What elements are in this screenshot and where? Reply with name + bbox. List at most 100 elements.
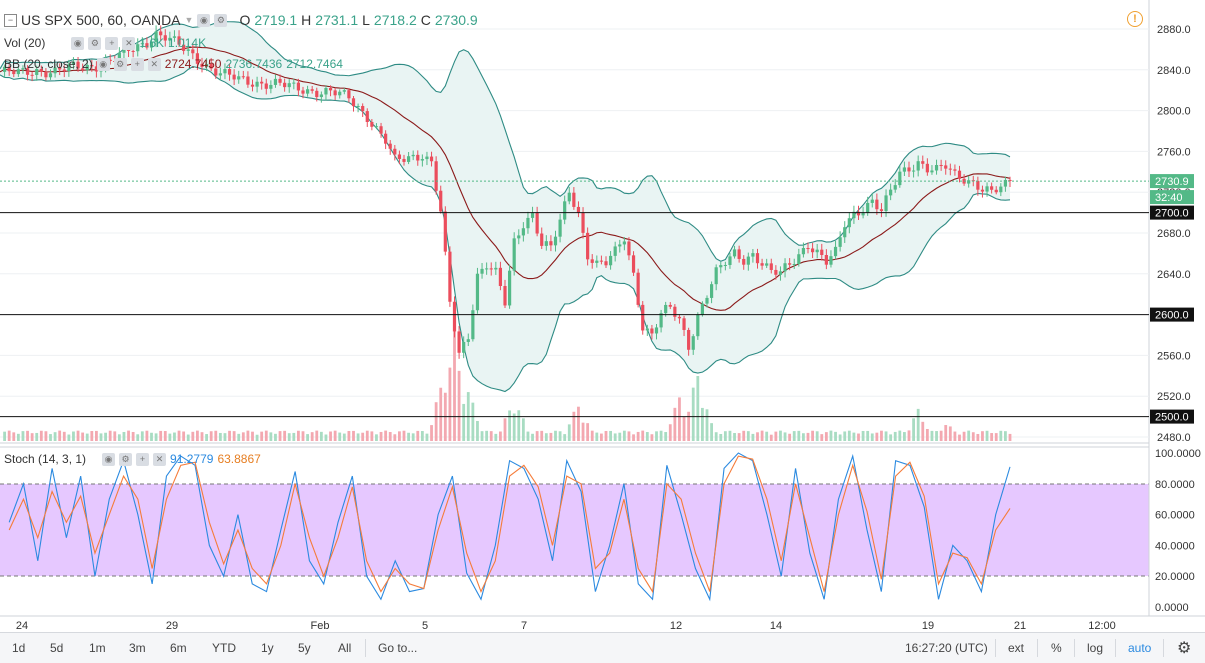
bb-upper-line	[0, 21, 1011, 262]
bb-label[interactable]: BB (20, close, 2)	[4, 57, 93, 71]
candle-body	[324, 87, 328, 95]
range-ytd[interactable]: YTD	[212, 641, 236, 655]
volume-bar	[255, 434, 259, 441]
candle-body	[136, 44, 140, 52]
volume-bar	[903, 432, 906, 441]
eye-icon[interactable]: ◉	[71, 36, 85, 50]
eye-icon[interactable]: ◉	[197, 13, 211, 27]
time-tick-label: 19	[922, 620, 934, 632]
candle-body	[379, 126, 383, 134]
settings-icon[interactable]: ⚙	[214, 13, 228, 27]
volume-bar	[540, 430, 544, 441]
collapse-icon[interactable]: −	[4, 13, 17, 27]
volume-bar	[857, 433, 860, 441]
range-1m[interactable]: 1m	[89, 641, 106, 655]
range-3m[interactable]: 3m	[129, 641, 146, 655]
candle-body	[425, 156, 429, 160]
volume-bar	[503, 418, 507, 441]
stoch-tick-label: 0.0000	[1155, 602, 1189, 614]
volume-bar	[16, 433, 20, 441]
price-tick-label: 2640.0	[1157, 269, 1191, 281]
candle-body	[53, 67, 57, 74]
range-all[interactable]: All	[338, 641, 352, 655]
candle-body	[645, 328, 649, 331]
range-6m[interactable]: 6m	[170, 641, 187, 655]
volume-bar	[586, 423, 590, 441]
candle-body	[728, 256, 732, 265]
volume-bar	[168, 433, 172, 441]
volume-bar	[512, 413, 516, 441]
candle-body	[820, 249, 824, 255]
candle-body	[485, 268, 489, 270]
volume-bar	[379, 431, 383, 441]
settings-icon[interactable]: ⚙	[113, 57, 127, 71]
gear-icon[interactable]: ⚙	[1177, 640, 1192, 657]
candle-body	[76, 61, 80, 69]
volume-bar	[186, 434, 190, 441]
range-1d[interactable]: 1d	[12, 641, 26, 655]
clock-display[interactable]: 16:27:20 (UTC)	[905, 641, 988, 655]
plus-icon[interactable]: +	[105, 36, 119, 50]
candle-body	[296, 82, 301, 91]
close-icon[interactable]: ✕	[122, 36, 136, 50]
range-1y[interactable]: 1y	[261, 641, 274, 655]
goto-button[interactable]: Go to...	[378, 641, 418, 655]
candle-body	[650, 328, 654, 334]
symbol-title[interactable]: US SPX 500, 60, OANDA	[21, 12, 181, 28]
stoch-tick-label: 100.0000	[1155, 448, 1201, 460]
candle-body	[25, 68, 30, 75]
candle-body	[521, 228, 525, 236]
volume-bar	[264, 430, 268, 441]
stoch-band	[0, 484, 1149, 576]
dropdown-icon[interactable]: ▼	[184, 15, 194, 25]
candle-body	[457, 331, 461, 353]
volume-bar	[278, 431, 282, 441]
volume-bar	[751, 433, 755, 441]
volume-value: 1.6K	[139, 36, 165, 50]
candle-body	[934, 165, 939, 171]
bb-upper-value: 2736.7436	[225, 57, 283, 71]
eye-icon[interactable]: ◉	[102, 452, 116, 466]
log-toggle[interactable]: log	[1087, 641, 1104, 655]
close-icon[interactable]: ✕	[153, 452, 167, 466]
volume-bar	[274, 433, 277, 441]
auto-toggle[interactable]: auto	[1128, 641, 1152, 655]
range-5y[interactable]: 5y	[298, 641, 311, 655]
time-tick-label: 12:00	[1088, 620, 1116, 632]
stoch-label[interactable]: Stoch (14, 3, 1)	[4, 452, 87, 466]
range-5d[interactable]: 5d	[50, 641, 64, 655]
volume-label[interactable]: Vol (20)	[4, 36, 46, 50]
candle-body	[315, 90, 319, 98]
settings-icon[interactable]: ⚙	[119, 452, 133, 466]
volume-bar	[935, 431, 938, 441]
plus-icon[interactable]: +	[130, 57, 144, 71]
candle-body	[540, 233, 544, 246]
close-icon[interactable]: ✕	[147, 57, 161, 71]
candle-body	[172, 36, 177, 38]
volume-bar	[769, 434, 773, 441]
volume-bar	[411, 433, 415, 441]
candle-body	[448, 251, 452, 302]
candle-body	[925, 163, 929, 173]
volume-bar	[223, 433, 227, 441]
volume-bar	[916, 408, 920, 441]
plus-icon[interactable]: +	[136, 452, 150, 466]
candle-body	[283, 82, 287, 88]
volume-bar	[117, 434, 121, 441]
volume-bar	[742, 430, 746, 441]
candle-body	[530, 212, 535, 218]
candle-body	[1003, 179, 1008, 187]
candle-body	[696, 314, 700, 337]
eye-icon[interactable]: ◉	[96, 57, 110, 71]
settings-icon[interactable]: ⚙	[88, 36, 102, 50]
ext-toggle[interactable]: ext	[1008, 641, 1025, 655]
candle-body	[402, 158, 406, 162]
level-tag-bg	[1150, 409, 1194, 424]
price-tick-label: 2520.0	[1157, 391, 1191, 403]
candle-body	[342, 90, 346, 92]
alert-icon[interactable]: !	[1127, 11, 1143, 27]
volume-bar	[127, 430, 130, 441]
percent-toggle[interactable]: %	[1051, 641, 1062, 655]
